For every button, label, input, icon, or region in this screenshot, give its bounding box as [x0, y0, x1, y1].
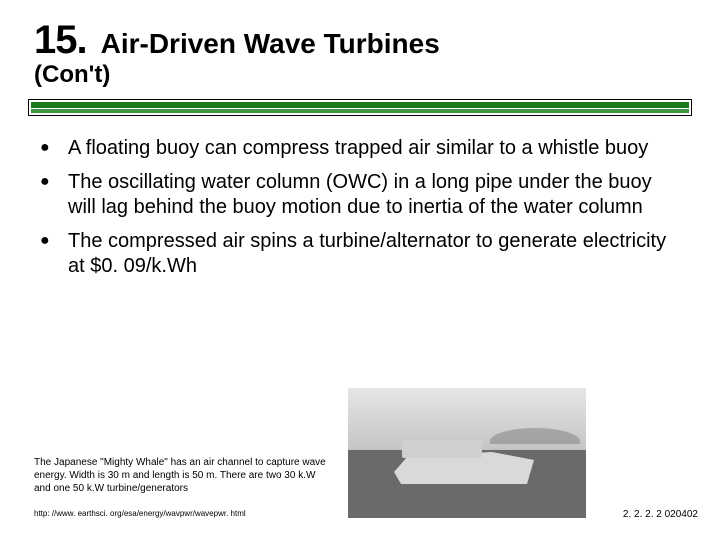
source-url: http: //www. earthsci. org/esa/energy/wa… — [34, 509, 334, 518]
bullet-list: A floating buoy can compress trapped air… — [34, 136, 686, 280]
photo-ship-deck — [402, 440, 482, 458]
slide-number: 15. — [34, 18, 87, 63]
photo-mighty-whale — [348, 388, 586, 518]
divider-frame — [28, 99, 692, 116]
photo-background-hill — [490, 428, 580, 444]
bullet-item: The oscillating water column (OWC) in a … — [40, 170, 684, 221]
slide-subtitle: (Con't) — [34, 61, 686, 89]
lower-row: The Japanese "Mighty Whale" has an air c… — [34, 388, 686, 518]
divider — [28, 99, 692, 116]
title-row: 15. Air-Driven Wave Turbines — [34, 18, 686, 63]
bullet-item: The compressed air spins a turbine/alter… — [40, 229, 684, 280]
bullet-item: A floating buoy can compress trapped air… — [40, 136, 684, 162]
divider-bar-top — [31, 102, 689, 108]
divider-bar-bottom — [31, 109, 689, 113]
image-caption: The Japanese "Mighty Whale" has an air c… — [34, 456, 334, 495]
caption-column: The Japanese "Mighty Whale" has an air c… — [34, 456, 334, 518]
slide-title: Air-Driven Wave Turbines — [101, 28, 440, 60]
slide: 15. Air-Driven Wave Turbines (Con't) A f… — [0, 0, 720, 540]
footer-code: 2. 2. 2. 2 020402 — [623, 509, 698, 520]
